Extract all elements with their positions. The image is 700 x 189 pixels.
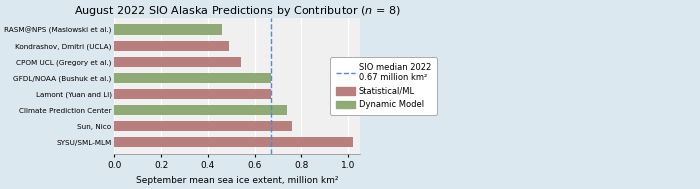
- Bar: [114, 121, 292, 131]
- Bar: [114, 73, 271, 83]
- Title: August 2022 SIO Alaska Predictions by Contributor ($n$ = 8): August 2022 SIO Alaska Predictions by Co…: [74, 4, 400, 18]
- X-axis label: September mean sea ice extent, million km²: September mean sea ice extent, million k…: [136, 176, 338, 185]
- Bar: [114, 89, 271, 99]
- Bar: [114, 57, 241, 67]
- Bar: [114, 105, 288, 115]
- Bar: [114, 41, 229, 51]
- Legend: SIO median 2022
0.67 million km², Statistical/ML, Dynamic Model: SIO median 2022 0.67 million km², Statis…: [330, 57, 437, 115]
- Bar: [114, 137, 353, 147]
- Bar: [114, 25, 222, 35]
